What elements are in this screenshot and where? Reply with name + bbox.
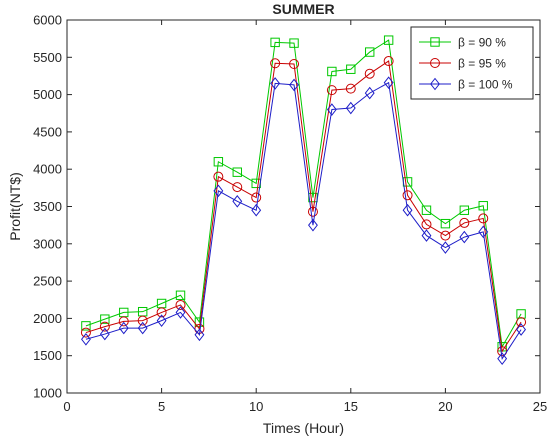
y-tick-label: 1500 <box>33 348 62 363</box>
data-point <box>478 225 489 239</box>
data-point <box>402 203 413 217</box>
y-tick-label: 5500 <box>33 50 62 65</box>
data-point <box>421 229 432 242</box>
data-point <box>421 205 432 215</box>
legend-item: β = 90 % <box>419 36 506 50</box>
data-point <box>383 76 394 89</box>
x-tick-label: 25 <box>533 399 547 414</box>
y-tick-label: 6000 <box>33 13 62 28</box>
data-point <box>326 103 337 116</box>
x-tick-label: 20 <box>438 399 452 414</box>
y-axis-title: Profit(NT$) <box>7 172 23 240</box>
data-point <box>345 101 356 115</box>
data-point <box>459 205 470 215</box>
data-point <box>440 230 451 241</box>
data-point <box>213 171 224 182</box>
data-point <box>289 38 299 48</box>
data-point <box>99 327 110 341</box>
data-point <box>137 321 148 335</box>
data-point <box>308 218 318 232</box>
data-point <box>364 68 375 79</box>
data-point <box>327 66 337 77</box>
legend-marker <box>430 37 440 47</box>
data-point <box>137 315 148 326</box>
data-point <box>497 352 508 365</box>
data-point <box>516 323 527 336</box>
y-tick-label: 2000 <box>33 311 62 326</box>
y-tick-label: 3500 <box>33 199 62 214</box>
y-tick-label: 4000 <box>33 162 62 177</box>
y-tick-label: 1000 <box>33 386 62 401</box>
data-point <box>307 206 318 217</box>
legend-item: β = 100 % <box>419 78 513 92</box>
data-point <box>402 190 413 201</box>
data-point <box>346 64 356 74</box>
data-point <box>289 59 300 70</box>
legend: β = 90 % β = 95 % β = 100 % <box>410 26 534 100</box>
x-tick-label: 10 <box>249 399 263 414</box>
data-point <box>175 306 186 319</box>
data-point <box>459 217 470 228</box>
data-point <box>478 213 489 224</box>
y-tick-label: 4500 <box>33 124 62 139</box>
legend-box <box>410 26 534 100</box>
data-point <box>289 78 299 92</box>
data-point <box>459 230 470 244</box>
y-tick-label: 5000 <box>33 87 62 102</box>
data-point <box>213 184 224 198</box>
data-point <box>100 314 110 324</box>
data-point <box>213 157 224 167</box>
data-point <box>440 241 451 254</box>
data-point <box>232 194 243 208</box>
data-point <box>365 47 375 57</box>
y-tick-label: 3000 <box>33 236 62 251</box>
data-point <box>383 56 394 67</box>
series-line <box>85 60 522 353</box>
x-tick-label: 0 <box>63 399 70 414</box>
data-point <box>175 290 186 300</box>
data-point <box>118 316 129 327</box>
data-point <box>270 77 281 90</box>
data-point <box>270 37 280 48</box>
series-line <box>85 39 522 349</box>
data-point <box>81 321 91 331</box>
x-tick-label: 15 <box>344 399 358 414</box>
data-point <box>99 321 110 332</box>
data-point <box>232 167 242 177</box>
x-axis-title: Times (Hour) <box>263 420 344 436</box>
legend-label: β = 100 % <box>458 78 513 92</box>
data-point <box>156 307 167 318</box>
data-point <box>516 317 527 328</box>
data-point <box>80 332 91 346</box>
data-point <box>251 192 262 203</box>
series-2 <box>80 56 527 357</box>
data-point <box>440 218 451 229</box>
x-tick-label: 5 <box>158 399 165 414</box>
data-point <box>194 328 205 342</box>
legend-marker <box>430 77 440 91</box>
data-point <box>364 86 375 100</box>
y-tick-label: 2500 <box>33 274 62 289</box>
legend-label: β = 95 % <box>458 57 506 71</box>
data-point <box>270 58 281 69</box>
data-point <box>383 35 394 45</box>
data-point <box>232 182 243 193</box>
data-point <box>251 203 262 217</box>
data-point <box>175 299 186 310</box>
chart-title: SUMMER <box>272 1 334 17</box>
data-point <box>118 321 129 335</box>
data-point <box>478 201 488 211</box>
data-point <box>345 83 356 94</box>
legend-marker <box>430 58 440 68</box>
data-point <box>326 85 337 96</box>
legend-item: β = 95 % <box>419 57 506 71</box>
data-point <box>421 219 432 230</box>
series-3 <box>80 76 527 365</box>
data-point <box>80 327 91 338</box>
data-point <box>156 314 167 327</box>
legend-label: β = 90 % <box>458 36 506 50</box>
